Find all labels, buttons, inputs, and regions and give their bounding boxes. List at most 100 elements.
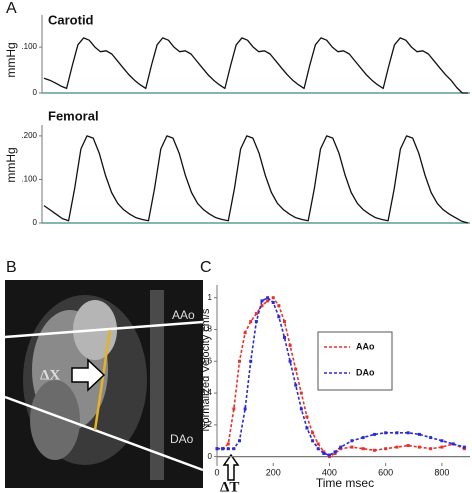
point: [282, 335, 286, 339]
annotation: ΔT: [220, 479, 239, 493]
point: [226, 447, 230, 451]
point: [249, 359, 253, 363]
point: [350, 445, 354, 449]
y-axis-label: Normalized Velocity cm/s: [200, 308, 212, 431]
y-tick-label: .100: [21, 175, 37, 184]
point: [462, 445, 466, 449]
point: [221, 447, 225, 451]
point: [395, 445, 399, 449]
point: [333, 450, 337, 454]
point: [282, 320, 286, 324]
point: [417, 432, 421, 436]
point: [299, 391, 303, 395]
point: [299, 407, 303, 411]
point: [232, 447, 236, 451]
y-tick-label: 1: [208, 293, 213, 302]
point: [327, 453, 331, 457]
y-tick-label: .200: [21, 131, 37, 140]
point: [316, 442, 320, 446]
point: [417, 445, 421, 449]
point: [316, 447, 320, 451]
mri-image: [4, 280, 204, 488]
point: [440, 439, 444, 443]
x-tick-label: 600: [378, 467, 393, 477]
point: [237, 439, 241, 443]
point: [254, 312, 258, 316]
point: [361, 436, 365, 440]
point: [339, 447, 343, 451]
image-label: DAo: [170, 432, 194, 446]
waveform: [43, 37, 468, 94]
panel-label: A: [6, 0, 17, 17]
panel-label: B: [6, 259, 17, 276]
y-axis-label: mmHg: [4, 42, 18, 77]
point: [406, 444, 410, 448]
y-tick-label: 0.2: [201, 420, 213, 429]
x-tick-label: 800: [434, 467, 449, 477]
point: [260, 304, 264, 308]
point: [327, 455, 331, 459]
point: [232, 407, 236, 411]
y-tick-label: 0.8: [201, 325, 213, 334]
y-tick-label: 0.4: [201, 388, 213, 397]
point: [429, 436, 433, 440]
point: [311, 439, 315, 443]
point: [243, 407, 247, 411]
legend-label: AAo: [356, 341, 375, 351]
point: [215, 447, 219, 451]
chart-title: Femoral: [48, 108, 99, 123]
point: [372, 448, 376, 452]
point: [277, 304, 281, 308]
point: [305, 415, 309, 419]
y-tick-label: 0: [208, 452, 213, 461]
legend-box: [317, 331, 393, 391]
y-axis-label: mmHg: [4, 147, 18, 182]
point: [243, 331, 247, 335]
point: [333, 451, 337, 455]
panel-label: C: [200, 259, 212, 276]
point: [288, 359, 292, 363]
point: [305, 426, 309, 430]
waveform: [43, 135, 469, 224]
point: [288, 343, 292, 347]
y-tick-label: .100: [21, 42, 37, 51]
x-tick-label: 400: [322, 467, 337, 477]
point: [311, 431, 315, 435]
point: [339, 445, 343, 449]
annotation-arrow: [222, 453, 240, 481]
point: [271, 300, 275, 304]
point: [260, 299, 264, 303]
point: [266, 296, 270, 300]
y-tick-label: 0.6: [201, 356, 213, 365]
point: [294, 383, 298, 387]
point: [395, 431, 399, 435]
point: [266, 299, 270, 303]
series-line: [217, 296, 465, 456]
point: [462, 447, 466, 451]
y-tick-label: 0: [33, 218, 38, 227]
point: [429, 447, 433, 451]
series-line: [217, 296, 465, 458]
point: [384, 431, 388, 435]
x-axis-label: Time msec: [316, 476, 374, 490]
point: [294, 367, 298, 371]
point: [322, 451, 326, 455]
point: [322, 450, 326, 454]
point: [372, 432, 376, 436]
point: [384, 447, 388, 451]
point: [451, 442, 455, 446]
point: [406, 431, 410, 435]
legend-label: DAo: [356, 367, 375, 377]
point: [271, 296, 275, 300]
point: [277, 315, 281, 319]
point: [440, 445, 444, 449]
image-label: AAo: [172, 308, 195, 322]
y-tick-label: 0: [33, 88, 38, 97]
x-tick-label: 0: [214, 467, 219, 477]
point: [226, 442, 230, 446]
point: [254, 320, 258, 324]
x-tick-label: 200: [266, 467, 281, 477]
point: [361, 447, 365, 451]
image-label: ΔX: [40, 367, 60, 383]
